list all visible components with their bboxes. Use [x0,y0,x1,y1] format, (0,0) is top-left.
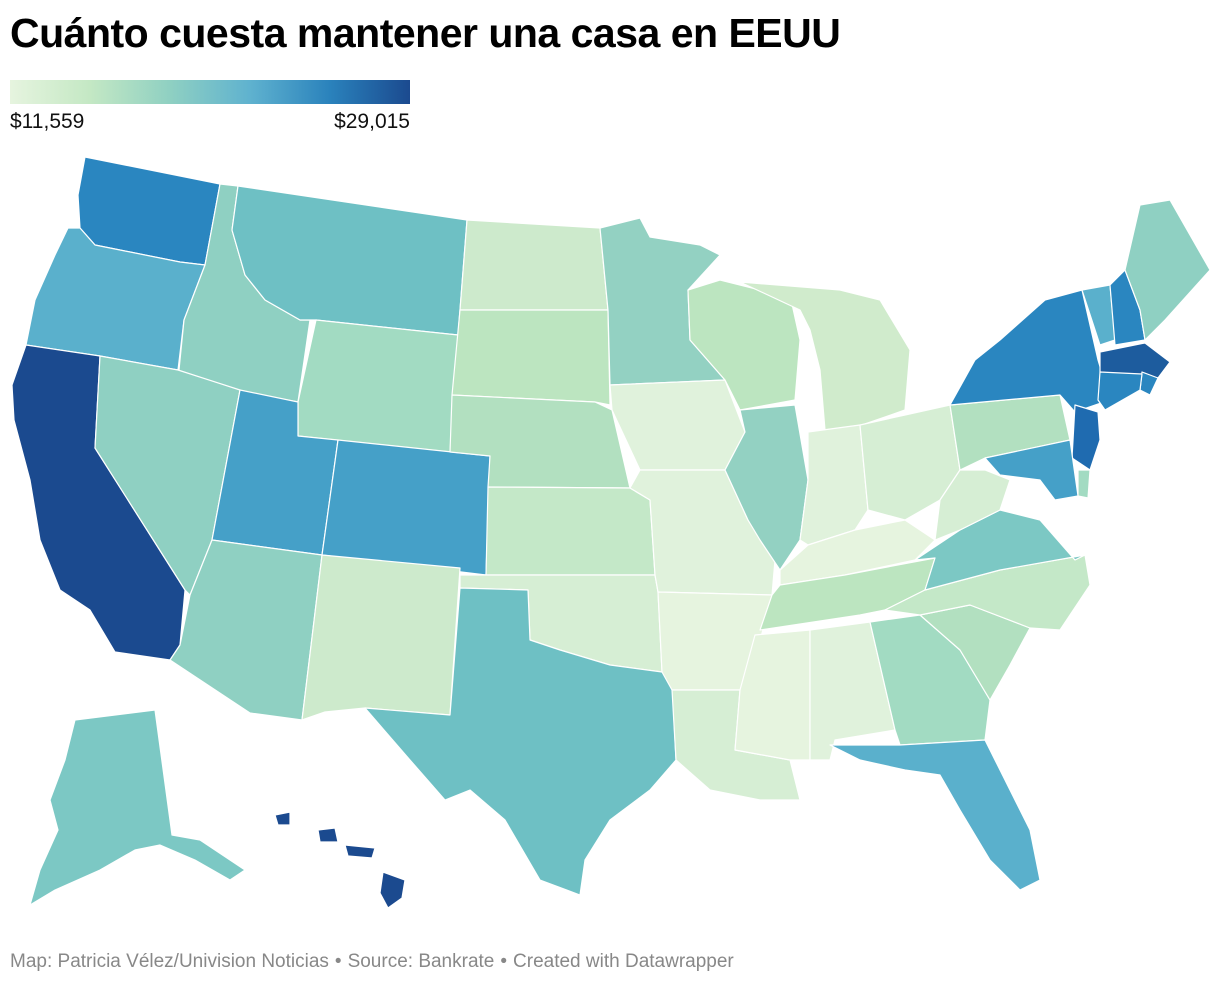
footer-tool: Created with Datawrapper [513,951,734,972]
state-ak [29,709,246,906]
footer-credits: Map: Patricia Vélez/Univision Noticias • S… [10,951,734,972]
state-co [321,439,491,576]
state-nd [459,219,609,311]
footer-source: Source: Bankrate [347,951,495,972]
legend-max-label: $29,015 [334,110,410,133]
state-wy [297,319,459,453]
legend-min-label: $11,559 [10,110,85,133]
state-ia [609,379,746,471]
state-ny [949,289,1111,413]
state-fl [829,739,1041,891]
us-choropleth-map [11,156,1211,909]
legend-labels: $11,559 $29,015 [10,110,410,136]
state-sd [451,309,611,406]
state-wv [934,469,1011,541]
state-de [1077,469,1091,499]
state-md [984,439,1079,501]
chart-title: Cuánto cuesta mantener una casa en EEUU [10,10,841,56]
state-wi [687,279,801,411]
state-nm [301,554,461,721]
state-in [799,424,869,546]
state-hi [274,811,406,909]
footer-credit: Map: Patricia Vélez/Univision Noticias [10,951,329,972]
state-ma [1099,342,1171,379]
legend-gradient-bar [10,80,410,104]
state-me [1124,199,1211,341]
state-tx [364,587,677,896]
color-legend: $11,559 $29,015 [10,80,410,136]
state-il [724,404,809,571]
state-nj [1071,404,1101,471]
state-ks [485,486,656,576]
state-ct [1097,371,1143,411]
